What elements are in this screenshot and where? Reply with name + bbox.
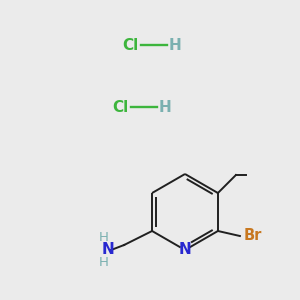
- Text: N: N: [102, 242, 115, 257]
- Text: Cl: Cl: [122, 38, 138, 52]
- Text: H: H: [159, 100, 171, 115]
- Text: N: N: [178, 242, 191, 257]
- Text: Cl: Cl: [112, 100, 128, 115]
- Text: H: H: [169, 38, 182, 52]
- Text: Br: Br: [244, 229, 262, 244]
- Text: H: H: [99, 256, 109, 268]
- Text: H: H: [99, 232, 109, 244]
